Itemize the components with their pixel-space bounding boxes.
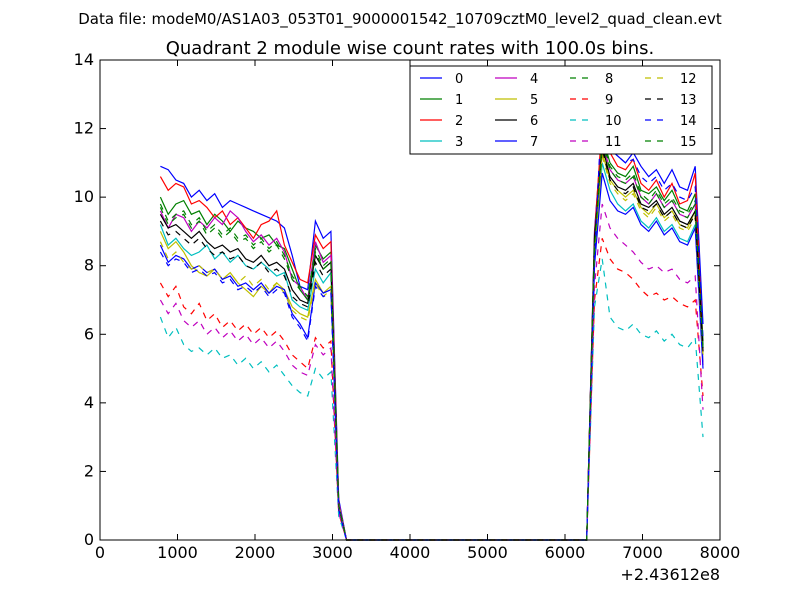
legend-label-12: 12 bbox=[680, 72, 697, 87]
legend-label-10: 10 bbox=[605, 114, 622, 129]
legend-label-0: 0 bbox=[455, 72, 463, 87]
x-tick-label: 0 bbox=[95, 543, 105, 562]
x-tick-label: 5000 bbox=[467, 543, 508, 562]
y-tick-label: 12 bbox=[74, 119, 94, 138]
legend-frame bbox=[409, 65, 713, 155]
tick-layer: 0 1000 2000 3000 4000 5000 6000 7000 80000246810… bbox=[74, 50, 741, 562]
chart-title: Quadrant 2 module wise count rates with … bbox=[166, 38, 655, 59]
legend-label-1: 1 bbox=[455, 93, 463, 108]
legend-label-2: 2 bbox=[455, 114, 463, 129]
legend-label-9: 9 bbox=[605, 93, 613, 108]
legend-label-5: 5 bbox=[530, 93, 538, 108]
y-tick-label: 14 bbox=[74, 50, 94, 69]
x-tick-label: 6000 bbox=[545, 543, 586, 562]
y-tick-label: 8 bbox=[84, 256, 94, 275]
x-tick-label: 1000 bbox=[157, 543, 198, 562]
x-tick-label: 2000 bbox=[235, 543, 276, 562]
suptitle: Data file: modeM0/AS1A03_053T01_90000015… bbox=[78, 10, 722, 29]
x-tick-label: 3000 bbox=[312, 543, 353, 562]
y-tick-label: 10 bbox=[74, 187, 94, 206]
y-tick-label: 2 bbox=[84, 461, 94, 480]
x-offset-label: +2.43612e8 bbox=[620, 565, 720, 584]
legend-label-4: 4 bbox=[530, 72, 538, 87]
legend-label-8: 8 bbox=[605, 72, 613, 87]
y-tick-label: 4 bbox=[84, 393, 94, 412]
series-line-10 bbox=[159, 258, 704, 541]
legend-label-15: 15 bbox=[680, 135, 697, 150]
legend-label-13: 13 bbox=[680, 93, 697, 108]
legend-label-11: 11 bbox=[605, 135, 622, 150]
x-tick-label: 4000 bbox=[390, 543, 431, 562]
y-tick-label: 6 bbox=[84, 324, 94, 343]
legend-label-3: 3 bbox=[455, 135, 463, 150]
x-tick-label: 8000 bbox=[700, 543, 741, 562]
legend-label-14: 14 bbox=[680, 114, 697, 129]
y-tick-label: 0 bbox=[84, 530, 94, 549]
legend-label-6: 6 bbox=[530, 114, 538, 129]
legend-label-7: 7 bbox=[530, 135, 538, 150]
x-tick-label: 7000 bbox=[622, 543, 663, 562]
